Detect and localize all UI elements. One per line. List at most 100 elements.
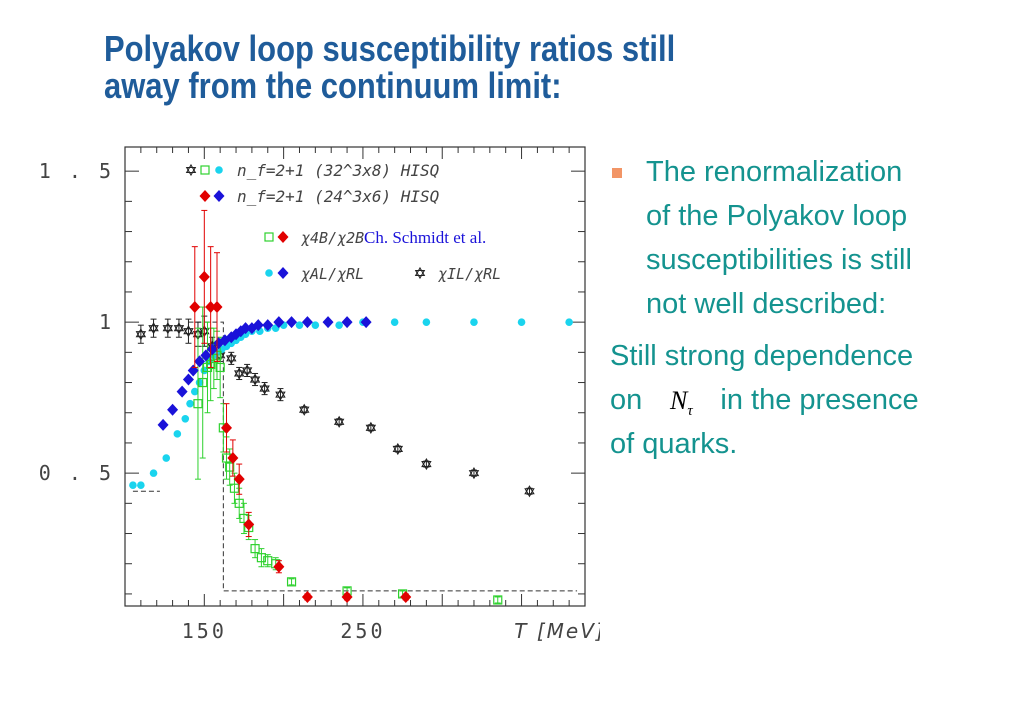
series-2 — [129, 318, 573, 490]
legend-label: χIL/χRL — [438, 265, 501, 283]
data-point — [256, 553, 267, 563]
data-point — [137, 481, 145, 490]
data-point — [182, 373, 194, 386]
legend-chi4b: χ4B/χ2B — [264, 229, 364, 247]
y-tick-label: 1 — [99, 310, 114, 334]
legend-32x8: n_f=2+1 (32^3x8) HISQ — [185, 161, 439, 180]
series-1 — [189, 209, 412, 603]
data-point — [239, 513, 249, 524]
data-point — [335, 321, 343, 329]
data-point — [286, 316, 298, 329]
data-point — [162, 454, 171, 462]
n-tau-symbol: Nτ — [650, 379, 712, 433]
tau-subscript: τ — [687, 403, 693, 420]
data-point — [176, 385, 188, 398]
data-point — [135, 328, 147, 341]
paragraph-on: on — [610, 384, 643, 416]
data-point — [295, 321, 304, 329]
data-point — [524, 485, 535, 498]
legend-chiIL: χIL/χRL — [414, 265, 501, 283]
data-point — [241, 364, 253, 377]
data-point — [157, 418, 169, 431]
data-point — [390, 318, 399, 326]
data-point — [273, 316, 285, 329]
data-point — [186, 399, 194, 408]
data-point — [213, 190, 225, 202]
legend-label: n_f=2+1 (24^3x6) HISQ — [237, 187, 439, 206]
data-point — [298, 403, 310, 416]
data-point — [275, 388, 286, 401]
data-point — [187, 364, 199, 377]
paragraph-line-1: Still strong dependence — [610, 340, 914, 372]
data-point — [311, 321, 320, 329]
data-point — [198, 377, 208, 388]
data-point — [243, 518, 255, 531]
data-point — [233, 473, 245, 486]
data-point — [148, 322, 159, 335]
bullet-line-3: susceptibilities is still — [646, 244, 912, 276]
data-point — [277, 267, 289, 279]
data-point — [209, 353, 219, 363]
data-point — [400, 590, 412, 603]
data-point — [225, 462, 235, 472]
data-point — [264, 232, 274, 242]
data-point — [226, 352, 237, 365]
data-point — [365, 421, 377, 434]
data-point — [392, 442, 404, 456]
data-point — [162, 322, 174, 335]
data-point — [200, 165, 210, 175]
data-point — [301, 590, 313, 603]
data-point — [360, 316, 372, 329]
data-point — [190, 387, 199, 396]
data-point — [517, 318, 526, 326]
n-symbol: N — [669, 386, 688, 415]
data-point — [129, 481, 137, 490]
data-point — [468, 467, 480, 480]
bullet-line-1: The renormalization — [646, 156, 903, 188]
bullet-text: The renormalization of the Polyakov loop… — [646, 150, 996, 326]
data-point — [422, 318, 431, 326]
slide-title: Polyakov loop susceptibility ratios stil… — [104, 30, 792, 104]
data-point — [215, 166, 223, 174]
data-point — [470, 318, 478, 326]
reference-line — [188, 321, 578, 592]
bullet-line-2: of the Polyakov loop — [646, 200, 908, 232]
series-3 — [157, 316, 372, 431]
data-point — [193, 399, 203, 409]
series-4 — [135, 315, 535, 498]
data-point — [195, 378, 204, 387]
series-0 — [193, 306, 503, 605]
data-point — [240, 322, 252, 335]
plot-frame — [124, 146, 586, 607]
paragraph-line-2: on Nτ in the presence — [610, 378, 1000, 433]
data-point — [273, 560, 285, 573]
data-point — [181, 414, 190, 423]
data-point — [341, 316, 353, 329]
data-point — [259, 382, 270, 395]
data-point — [205, 301, 217, 314]
x-tick-label: 250 — [340, 619, 385, 643]
data-point — [173, 430, 182, 438]
annotation-credit: Ch. Schmidt et al. — [364, 228, 486, 247]
susceptibility-chart: 150 250 0 . 5 1 1 . 5 T [MeV] n_f=2+1 (32^3x8)… — [39, 146, 600, 643]
paragraph-line-3: of quarks. — [610, 428, 738, 460]
data-point — [206, 343, 218, 356]
data-point — [277, 231, 289, 243]
data-point — [233, 367, 245, 380]
data-point — [183, 325, 194, 338]
data-point — [185, 163, 197, 177]
legend-label: χ4B/χ2B — [301, 229, 364, 247]
data-point — [198, 270, 210, 283]
data-point — [194, 355, 206, 368]
x-tick-label: 150 — [182, 619, 227, 643]
data-point — [286, 577, 297, 587]
data-point — [211, 301, 223, 314]
data-point — [301, 316, 313, 329]
bullet-line-4: not well described: — [646, 288, 887, 320]
title-line-2: away from the continuum limit: — [104, 65, 562, 106]
legend-label: χAL/χRL — [301, 265, 364, 283]
data-point — [414, 266, 426, 280]
x-axis-label: T [MeV] — [514, 619, 600, 643]
data-point — [200, 349, 212, 362]
legend-24x6: n_f=2+1 (24^3x6) HISQ — [199, 187, 439, 206]
